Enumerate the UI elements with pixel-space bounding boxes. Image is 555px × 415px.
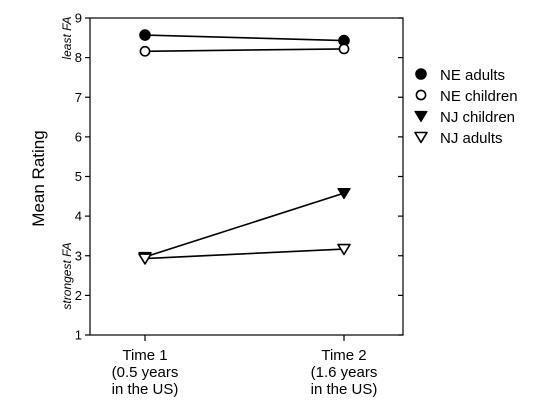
data-point-s2-1 <box>337 188 351 200</box>
x-tick-label: in the US) <box>311 381 378 398</box>
legend-marker-0 <box>415 68 427 80</box>
x-tick-label: in the US) <box>112 381 179 398</box>
y-tick-label: 5 <box>75 169 82 184</box>
data-point-s1-0 <box>139 45 151 57</box>
series-line-1 <box>144 48 345 53</box>
x-tick-label: (1.6 years <box>311 364 378 381</box>
x-tick-label: Time 2 <box>321 347 366 364</box>
y-tick-label: 6 <box>75 129 82 144</box>
legend-marker-2 <box>414 110 428 123</box>
x-tick-label: (0.5 years <box>112 364 179 381</box>
series-line-3 <box>144 248 345 260</box>
series-line-2 <box>144 192 345 258</box>
data-point-s3-0 <box>138 253 152 265</box>
series-markers <box>138 29 351 265</box>
data-point-s1-1 <box>338 43 350 55</box>
annotation-strongest-fa: strongest FA <box>60 242 74 309</box>
legend-label-3: NJ adults <box>440 130 503 147</box>
legend-marker-1 <box>415 89 427 101</box>
x-tick-label: Time 1 <box>122 347 167 364</box>
legend-marker-3 <box>414 131 428 144</box>
annotation-least-fa: least FA <box>60 16 74 59</box>
legend: NE adults NE children NJ children NJ adults <box>414 67 518 147</box>
y-tick-label: 2 <box>75 288 82 303</box>
series-line-0 <box>144 34 345 42</box>
data-point-s0-0 <box>139 29 151 41</box>
y-tick-label: 9 <box>75 11 82 26</box>
y-tick-label: 8 <box>75 50 82 65</box>
y-tick-label: 1 <box>75 328 82 343</box>
legend-label-0: NE adults <box>440 67 505 84</box>
axes: 1 2 3 4 5 6 7 8 9 <box>75 11 404 343</box>
y-tick-label: 3 <box>75 248 82 263</box>
data-point-s3-1 <box>337 243 351 256</box>
plot-frame <box>89 17 404 336</box>
y-axis-title: Mean Rating <box>29 130 48 226</box>
legend-label-2: NJ children <box>440 109 515 126</box>
y-tick-label: 4 <box>75 209 82 224</box>
y-tick-label: 7 <box>75 90 82 105</box>
series-lines <box>144 34 345 260</box>
legend-label-1: NE children <box>440 88 518 105</box>
